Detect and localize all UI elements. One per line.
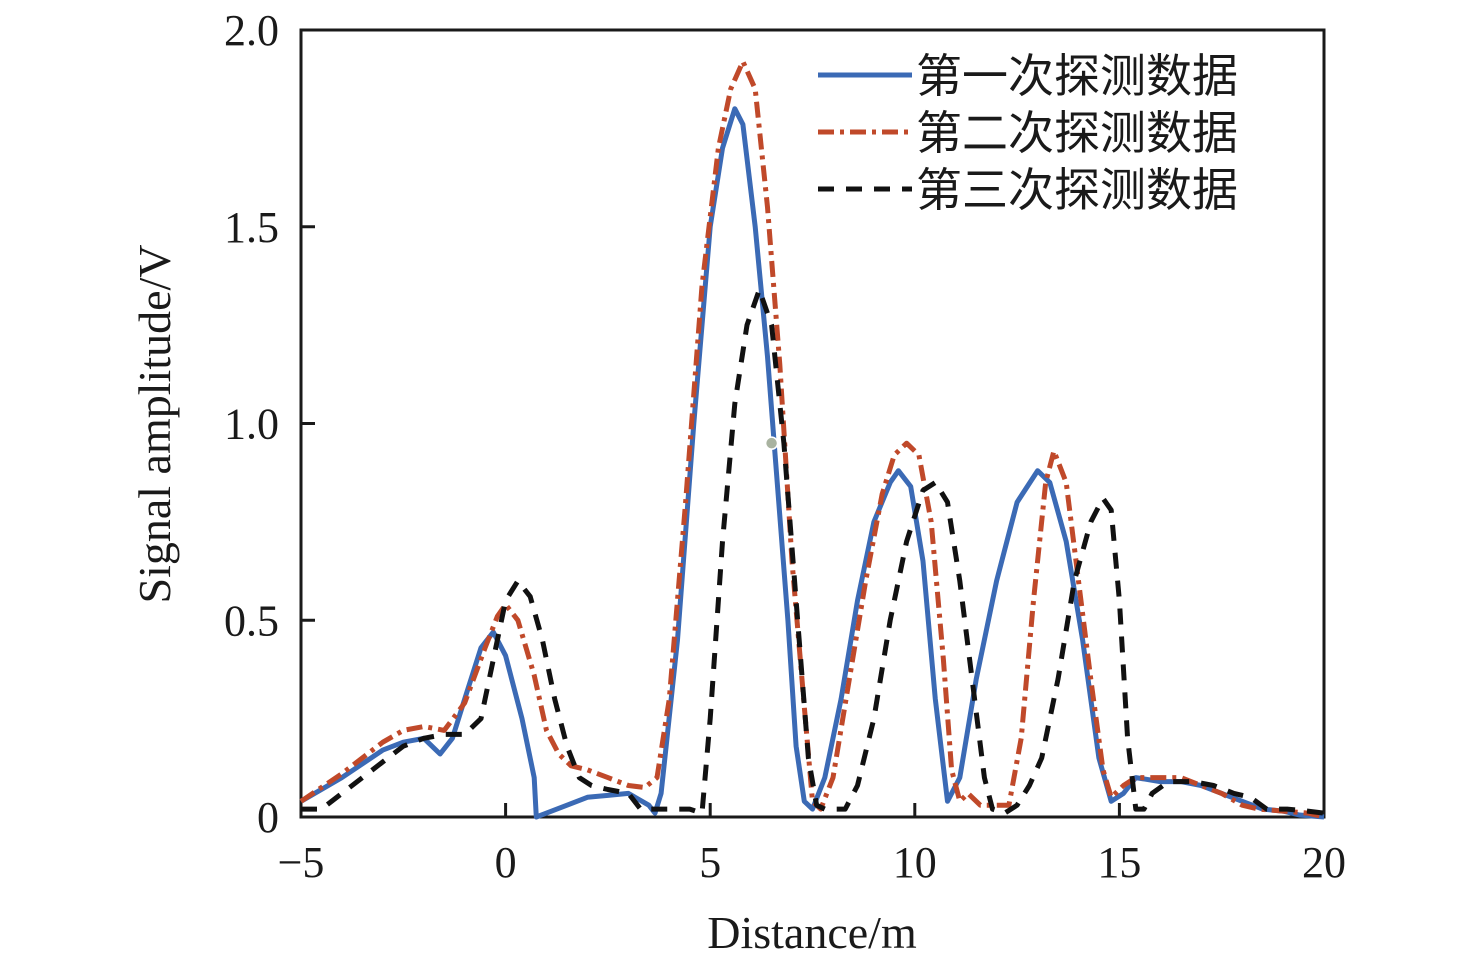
y-tick-label: 1.0 (224, 400, 279, 449)
y-tick-label: 0.5 (224, 596, 279, 645)
legend-label-1: 第一次探测数据 (916, 51, 1238, 102)
y-tick-label: 2.0 (224, 6, 279, 55)
x-axis: −5 0 5 10 15 20 (278, 803, 1346, 887)
x-axis-title: Distance/m (707, 907, 917, 958)
x-tick-label: 20 (1302, 838, 1346, 887)
legend-label-3: 第三次探测数据 (916, 165, 1238, 216)
y-axis: 0 0.5 1.0 1.5 2.0 (224, 6, 315, 842)
legend-label-2: 第二次探测数据 (916, 108, 1238, 159)
x-tick-label: 10 (893, 838, 937, 887)
x-tick-label: 15 (1097, 838, 1141, 887)
x-tick-label: 5 (699, 838, 721, 887)
y-tick-label: 1.5 (224, 203, 279, 252)
series-line-1 (299, 106, 1325, 820)
series-line-2 (299, 59, 1325, 820)
x-tick-label: 0 (495, 838, 517, 887)
series-layer (299, 59, 1325, 820)
x-tick-label: −5 (278, 838, 325, 887)
series-line-3 (301, 287, 1325, 816)
y-axis-title: Signal amplitude/V (129, 244, 180, 603)
data-point-marker (764, 436, 779, 450)
y-tick-label: 0 (257, 793, 279, 842)
